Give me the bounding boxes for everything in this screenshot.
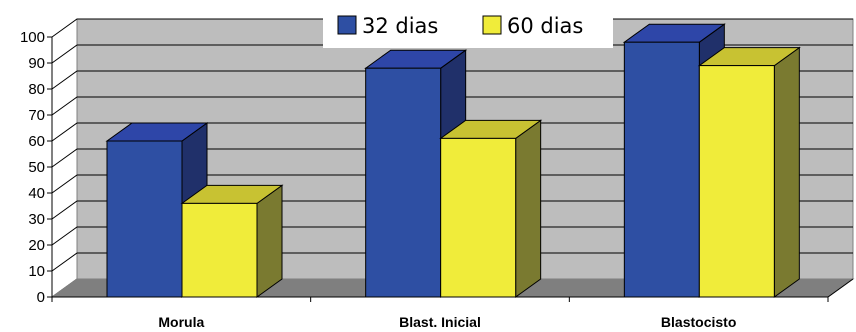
y-tick-label: 20 <box>28 237 45 254</box>
gridline-50 <box>51 148 853 168</box>
bar-front <box>181 202 258 298</box>
legend-label-60-dias: 60 dias <box>507 14 583 38</box>
y-tick-label: 100 <box>20 29 45 46</box>
x-tick-label-blast-inicial: Blast. Inicial <box>399 314 481 330</box>
gridline-30 <box>51 200 853 220</box>
y-tick-label: 80 <box>28 81 45 98</box>
legend-box <box>323 12 613 48</box>
bar-front <box>365 67 442 298</box>
bar-front <box>623 41 700 298</box>
legend-swatch-32-dias <box>337 15 357 35</box>
bar-60-dias-morula <box>180 184 284 298</box>
y-tick-label: 30 <box>28 211 45 228</box>
y-tick-label: 90 <box>28 55 45 72</box>
gridline-60 <box>51 122 853 142</box>
y-tick-label: 0 <box>37 289 45 306</box>
y-tick-label: 40 <box>28 185 45 202</box>
bar-front <box>698 65 775 298</box>
bar-60-dias-blast-inicial <box>439 119 543 298</box>
gridline-40 <box>51 174 853 194</box>
gridline-80 <box>51 70 853 90</box>
gridline-10 <box>51 252 853 272</box>
bar-60-dias-blastocisto <box>697 46 801 298</box>
legend: 32 dias 60 dias <box>323 12 613 48</box>
legend-label-32-dias: 32 dias <box>362 14 438 38</box>
bar-side <box>515 119 542 298</box>
bar-side <box>256 184 283 298</box>
x-tick-label-morula: Morula <box>158 314 204 330</box>
y-tick-label: 70 <box>28 107 45 124</box>
gridline-20 <box>51 226 853 246</box>
y-tick-label: 10 <box>28 263 45 280</box>
gridline-70 <box>51 96 853 116</box>
bars <box>105 23 801 298</box>
x-axis-edge <box>827 278 854 298</box>
bar-front <box>440 137 517 298</box>
y-tick-label: 50 <box>28 159 45 176</box>
legend-swatch-60-dias <box>482 15 502 35</box>
bar-front <box>106 140 183 298</box>
y-axis: 0 10 20 30 40 50 60 70 80 90 100 <box>20 29 53 306</box>
x-tick-label-blastocisto: Blastocisto <box>661 314 736 330</box>
bar-side <box>773 46 800 298</box>
y-tick-label: 60 <box>28 133 45 150</box>
